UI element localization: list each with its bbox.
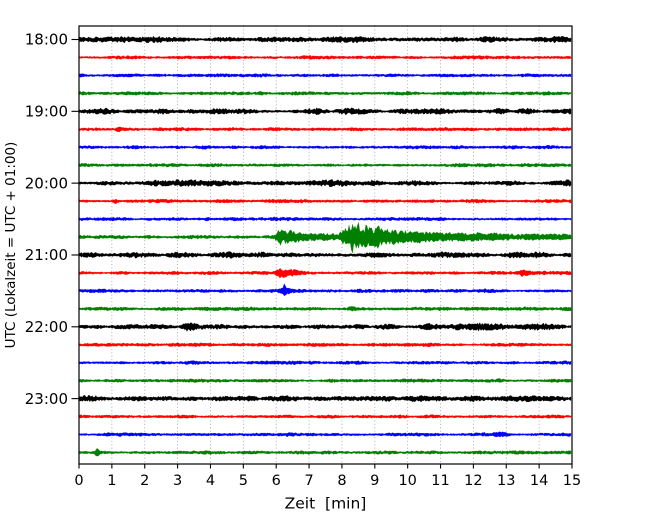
plot-border — [78, 25, 573, 465]
trace-21-00 — [78, 251, 572, 259]
x-tick-label-8: 8 — [337, 473, 346, 489]
trace-23-00 — [78, 394, 572, 403]
trace-20-15 — [78, 198, 572, 204]
seismogram-traces — [78, 35, 572, 457]
x-tick-label-0: 0 — [74, 473, 83, 489]
trace-19-15 — [78, 126, 572, 133]
x-tick-label-2: 2 — [140, 473, 149, 489]
x-tick-label-13: 13 — [497, 473, 515, 489]
x-tick-label-12: 12 — [464, 473, 482, 489]
x-axis-label: Zeit [min] — [285, 495, 367, 513]
x-tick-label-3: 3 — [173, 473, 182, 489]
trace-19-00 — [78, 107, 572, 116]
x-tick-label-9: 9 — [370, 473, 379, 489]
x-tick-label-14: 14 — [530, 473, 548, 489]
hour-label-20-00: 20:00 — [25, 174, 68, 192]
x-tick-label-6: 6 — [272, 473, 281, 489]
trace-18-15 — [78, 55, 572, 60]
trace-21-15 — [78, 268, 572, 278]
trace-18-45 — [78, 91, 572, 96]
x-tick-label-10: 10 — [398, 473, 416, 489]
trace-20-00 — [78, 179, 572, 188]
x-tick-label-15: 15 — [563, 473, 581, 489]
trace-18-30 — [78, 73, 572, 78]
trace-22-00 — [78, 322, 572, 332]
trace-21-45 — [78, 306, 572, 312]
trace-18-00 — [78, 35, 572, 44]
x-tick-label-1: 1 — [107, 473, 116, 489]
trace-20-45 — [78, 221, 572, 254]
trace-19-45 — [78, 162, 572, 168]
trace-20-30 — [78, 216, 572, 222]
axes-and-ticks — [71, 25, 573, 469]
trace-23-30 — [78, 431, 572, 438]
y-axis-label: UTC (Lokalzeit = UTC + 01:00) — [3, 142, 19, 349]
x-tick-label-7: 7 — [304, 473, 313, 489]
hour-label-22-00: 22:00 — [25, 318, 68, 336]
trace-21-30 — [78, 283, 572, 297]
tick-labels: 0 1 2 3 4 5 6 7 8 9 10 11 12 13 14 1518:0019:0020:0021:… — [25, 31, 581, 489]
x-tick-label-5: 5 — [239, 473, 248, 489]
hour-label-21-00: 21:00 — [25, 246, 68, 264]
x-tick-label-4: 4 — [206, 473, 215, 489]
trace-22-15 — [78, 342, 572, 348]
x-tick-label-11: 11 — [431, 473, 449, 489]
hour-label-19-00: 19:00 — [25, 103, 68, 121]
trace-22-30 — [78, 360, 572, 365]
trace-23-15 — [78, 414, 572, 419]
trace-22-45 — [78, 378, 572, 383]
hour-label-23-00: 23:00 — [25, 390, 68, 408]
hour-label-18-00: 18:00 — [25, 31, 68, 49]
trace-23-45 — [78, 448, 572, 457]
trace-19-30 — [78, 145, 572, 150]
